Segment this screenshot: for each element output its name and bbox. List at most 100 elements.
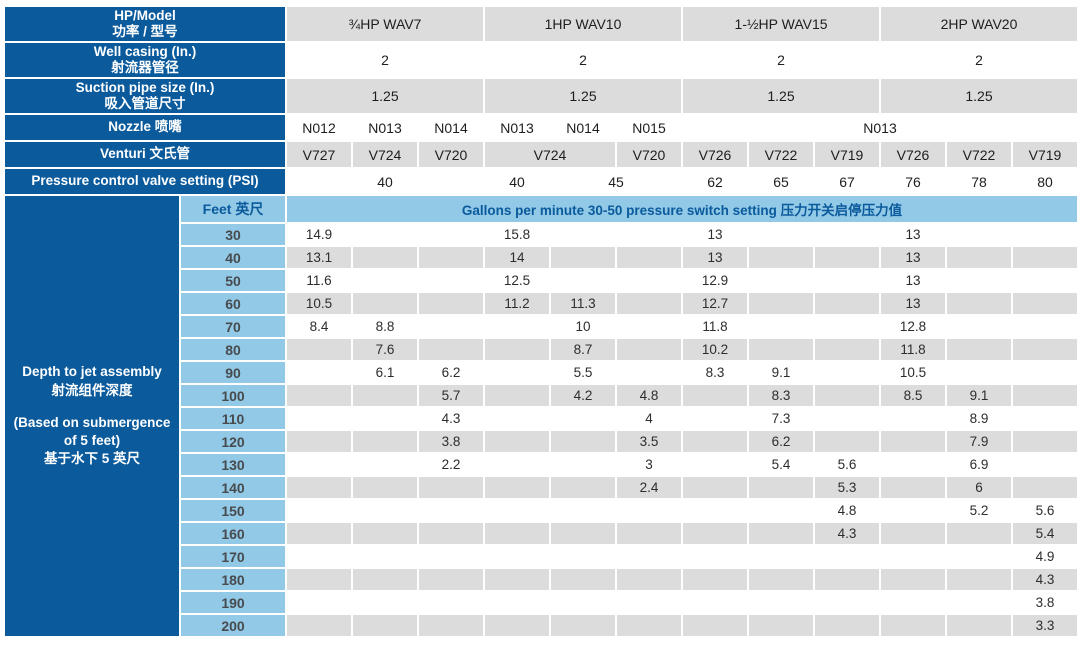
header-value-cell: N014	[551, 115, 615, 140]
gpm-value-cell	[353, 592, 417, 613]
gpm-value-cell	[287, 615, 351, 636]
gpm-value-cell	[947, 316, 1011, 337]
gpm-value-cell	[1013, 316, 1077, 337]
gpm-value-cell	[353, 546, 417, 567]
gpm-value-cell	[1013, 477, 1077, 498]
gpm-value-cell	[551, 270, 615, 291]
gpm-value-cell	[287, 408, 351, 429]
gpm-value-cell: 10.5	[881, 362, 945, 383]
gpm-value-cell	[551, 500, 615, 521]
gpm-value-cell: 8.7	[551, 339, 615, 360]
feet-cell: 40	[181, 247, 285, 268]
header-row-label-en: Suction pipe size (In.)	[75, 79, 215, 95]
feet-cell: 190	[181, 592, 285, 613]
gpm-value-cell	[1013, 293, 1077, 314]
gpm-value-cell	[617, 500, 681, 521]
header-row-label: HP/Model 功率 / 型号	[5, 7, 285, 41]
gpm-value-cell: 8.3	[683, 362, 747, 383]
gpm-value-cell	[419, 339, 483, 360]
gpm-value-cell: 12.9	[683, 270, 747, 291]
gpm-value-cell	[353, 408, 417, 429]
gpm-value-cell	[1013, 270, 1077, 291]
header-value-cell: 2	[683, 43, 879, 77]
header-value-cell: 45	[551, 169, 681, 194]
header-row-label-en: Well casing (In.)	[93, 43, 197, 59]
gpm-value-cell	[287, 431, 351, 452]
header-value-cell: 65	[749, 169, 813, 194]
gpm-value-cell	[551, 523, 615, 544]
gpm-value-cell: 7.6	[353, 339, 417, 360]
header-value-cell: 1.25	[287, 79, 483, 113]
header-value-cell: 62	[683, 169, 747, 194]
header-row-label: Pressure control valve setting (PSI)	[5, 169, 285, 194]
header-value-cell: 2	[881, 43, 1077, 77]
gpm-value-cell: 13	[881, 224, 945, 245]
gpm-value-cell: 10	[551, 316, 615, 337]
header-value-cell: V722	[749, 142, 813, 167]
gpm-value-cell	[353, 385, 417, 406]
gpm-value-cell	[353, 615, 417, 636]
gpm-value-cell: 6.1	[353, 362, 417, 383]
gpm-value-cell	[485, 592, 549, 613]
gpm-value-cell	[485, 316, 549, 337]
gpm-value-cell	[617, 224, 681, 245]
gpm-value-cell	[419, 293, 483, 314]
gpm-value-cell: 2.2	[419, 454, 483, 475]
gpm-value-cell	[617, 293, 681, 314]
header-value-cell: 80	[1013, 169, 1077, 194]
gpm-value-cell	[749, 339, 813, 360]
gpm-value-cell: 4.3	[419, 408, 483, 429]
header-value-cell: N014	[419, 115, 483, 140]
gpm-value-cell: 6	[947, 477, 1011, 498]
feet-cell: 200	[181, 615, 285, 636]
gpm-value-cell	[947, 615, 1011, 636]
gpm-value-cell	[287, 500, 351, 521]
gpm-value-cell: 6.2	[419, 362, 483, 383]
header-value-cell: 76	[881, 169, 945, 194]
gpm-value-cell	[419, 569, 483, 590]
gpm-value-cell	[947, 569, 1011, 590]
header-value-cell: V720	[617, 142, 681, 167]
gpm-value-cell	[683, 454, 747, 475]
gpm-value-cell	[815, 316, 879, 337]
gpm-value-cell: 13.1	[287, 247, 351, 268]
gpm-value-cell	[947, 546, 1011, 567]
gpm-value-cell: 3.8	[1013, 592, 1077, 613]
gpm-value-cell: 12.7	[683, 293, 747, 314]
gpm-value-cell	[419, 477, 483, 498]
gpm-value-cell	[551, 408, 615, 429]
header-value-cell: 40	[485, 169, 549, 194]
gpm-value-cell	[551, 477, 615, 498]
gpm-value-cell: 4.8	[815, 500, 879, 521]
gpm-value-cell	[353, 477, 417, 498]
gpm-value-cell: 10.2	[683, 339, 747, 360]
gpm-value-cell	[749, 523, 813, 544]
gpm-value-cell: 9.1	[947, 385, 1011, 406]
gpm-value-cell	[815, 569, 879, 590]
gpm-value-cell	[947, 270, 1011, 291]
header-value-cell: 1HP WAV10	[485, 7, 681, 41]
gpm-value-cell	[683, 546, 747, 567]
header-value-cell: V722	[947, 142, 1011, 167]
header-value-cell: V724	[353, 142, 417, 167]
gpm-value-cell	[815, 385, 879, 406]
gpm-value-cell	[815, 615, 879, 636]
gpm-value-cell: 5.4	[1013, 523, 1077, 544]
gpm-value-cell: 12.5	[485, 270, 549, 291]
gpm-value-cell: 8.8	[353, 316, 417, 337]
gpm-value-cell	[287, 385, 351, 406]
gpm-value-cell: 13	[683, 247, 747, 268]
gpm-value-cell	[683, 477, 747, 498]
gpm-value-cell	[749, 316, 813, 337]
feet-cell: 50	[181, 270, 285, 291]
depth-label-line: Depth to jet assembly	[22, 364, 162, 380]
gpm-value-cell: 5.5	[551, 362, 615, 383]
gpm-value-cell	[419, 546, 483, 567]
gpm-value-cell	[881, 592, 945, 613]
header-row-label: Well casing (In.) 射流器管径	[5, 43, 285, 77]
gpm-value-cell	[287, 362, 351, 383]
gpm-value-cell	[419, 615, 483, 636]
gpm-value-cell	[617, 270, 681, 291]
gpm-value-cell	[485, 408, 549, 429]
gpm-value-cell	[551, 546, 615, 567]
